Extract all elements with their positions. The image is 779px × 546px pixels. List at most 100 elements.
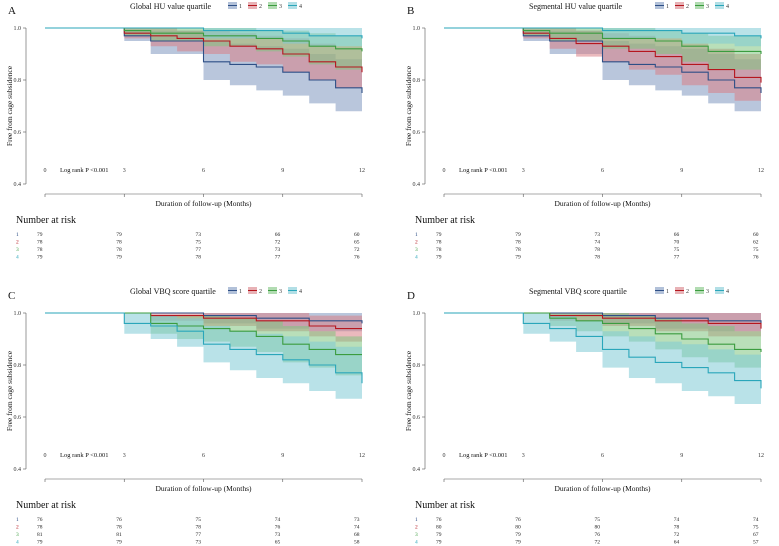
risk-cell: 73 <box>275 247 281 253</box>
risk-cell: 76 <box>515 517 521 523</box>
legend-label-2: 2 <box>259 4 262 10</box>
x-tick-label: 6 <box>601 168 604 174</box>
risk-cell: 60 <box>753 232 759 238</box>
risk-cell: 72 <box>275 240 281 246</box>
risk-cell: 78 <box>196 525 202 531</box>
x-tick-label: 9 <box>281 168 284 174</box>
risk-cell: 78 <box>116 240 122 246</box>
risk-cell: 73 <box>595 232 601 238</box>
risk-row-label: 3 <box>16 247 19 253</box>
legend-label-1: 1 <box>666 4 669 10</box>
risk-cell: 73 <box>275 532 281 538</box>
risk-cell: 62 <box>753 240 759 246</box>
risk-cell: 75 <box>196 517 202 523</box>
km-panel-d: D Segmental VBQ score quartile 1 2 3 40.40.60… <box>404 287 764 546</box>
risk-row-label: 2 <box>16 240 19 246</box>
x-tick-label: 12 <box>359 168 365 174</box>
risk-cell: 60 <box>354 232 360 238</box>
risk-cell: 76 <box>275 525 281 531</box>
km-panel-b: B Segmental HU value quartile 1 2 3 40.40.60.… <box>404 2 764 261</box>
survival-line-q4 <box>45 27 363 39</box>
risk-cell: 77 <box>275 255 281 261</box>
y-axis-label: Free from cage subsidence <box>5 350 14 431</box>
survival-line-q4 <box>444 27 762 39</box>
risk-cell: 80 <box>595 525 601 531</box>
ci-band-q3 <box>444 28 761 75</box>
x-axis-label: Duration of follow-up (Months) <box>155 199 252 208</box>
risk-cell: 72 <box>674 532 680 538</box>
x-tick-label: 3 <box>123 168 126 174</box>
risk-cell: 67 <box>753 532 759 538</box>
legend-label-3: 3 <box>279 289 282 295</box>
risk-cell: 76 <box>116 517 122 523</box>
survival-line-q3 <box>444 312 762 352</box>
risk-cell: 65 <box>354 240 360 246</box>
risk-cell: 64 <box>674 540 680 546</box>
log-rank-text: Log rank P <0.001 <box>60 452 109 459</box>
panel-letter: B <box>407 5 414 17</box>
survival-line-q3 <box>45 27 363 52</box>
risk-cell: 78 <box>515 247 521 253</box>
panel-letter: A <box>8 5 16 17</box>
y-tick-label: 1.0 <box>14 311 22 317</box>
risk-cell: 76 <box>37 517 43 523</box>
risk-row-label: 4 <box>16 255 19 261</box>
x-tick-label: 6 <box>601 453 604 459</box>
y-tick-label: 0.8 <box>14 363 22 369</box>
y-axis-label: Free from cage subsidence <box>404 350 413 431</box>
y-tick-label: 0.4 <box>413 467 421 473</box>
risk-cell: 74 <box>753 517 759 523</box>
risk-cell: 81 <box>116 532 122 538</box>
risk-row-label: 1 <box>16 232 19 238</box>
log-rank-text: Log rank P <0.001 <box>60 167 109 174</box>
y-tick-label: 0.4 <box>14 467 22 473</box>
risk-cell: 74 <box>275 517 281 523</box>
risk-cell: 70 <box>674 240 680 246</box>
log-rank-text: Log rank P <0.001 <box>459 452 508 459</box>
chart-title: Global HU value quartile <box>130 2 212 11</box>
risk-row-label: 4 <box>16 540 19 546</box>
risk-row-label: 3 <box>16 532 19 538</box>
risk-cell: 75 <box>674 247 680 253</box>
survival-line-q2 <box>45 27 363 73</box>
risk-cell: 77 <box>196 532 202 538</box>
legend-label-1: 1 <box>239 4 242 10</box>
survival-line-q3 <box>45 312 362 356</box>
panel-letter: D <box>407 290 415 302</box>
y-tick-label: 0.8 <box>413 78 421 84</box>
risk-cell: 65 <box>275 540 281 546</box>
risk-cell: 77 <box>196 247 202 253</box>
risk-cell: 72 <box>595 540 601 546</box>
y-tick-label: 0.8 <box>14 78 22 84</box>
x-tick-label: 0 <box>44 168 47 174</box>
risk-cell: 78 <box>37 240 43 246</box>
risk-cell: 58 <box>354 540 360 546</box>
number-at-risk-title: Number at risk <box>16 215 76 226</box>
risk-row-label: 4 <box>415 540 418 546</box>
risk-cell: 78 <box>37 247 43 253</box>
risk-cell: 79 <box>116 540 122 546</box>
risk-cell: 78 <box>595 247 601 253</box>
risk-row-label: 3 <box>415 247 418 253</box>
risk-cell: 79 <box>37 232 43 238</box>
risk-cell: 74 <box>674 517 680 523</box>
risk-cell: 57 <box>753 540 759 546</box>
risk-cell: 74 <box>354 525 360 531</box>
x-tick-label: 12 <box>758 168 764 174</box>
risk-cell: 66 <box>674 232 680 238</box>
legend-label-2: 2 <box>259 289 262 295</box>
risk-cell: 79 <box>515 255 521 261</box>
survival-line-q4 <box>444 312 762 389</box>
risk-cell: 78 <box>436 247 442 253</box>
risk-cell: 73 <box>354 517 360 523</box>
risk-cell: 76 <box>595 532 601 538</box>
risk-cell: 79 <box>37 540 43 546</box>
risk-cell: 75 <box>595 517 601 523</box>
survival-line-q4 <box>45 312 363 384</box>
x-tick-label: 9 <box>680 453 683 459</box>
ci-band-q4 <box>444 313 761 410</box>
risk-cell: 80 <box>436 525 442 531</box>
x-tick-label: 0 <box>44 453 47 459</box>
risk-cell: 78 <box>116 525 122 531</box>
legend-label-4: 4 <box>299 289 302 295</box>
